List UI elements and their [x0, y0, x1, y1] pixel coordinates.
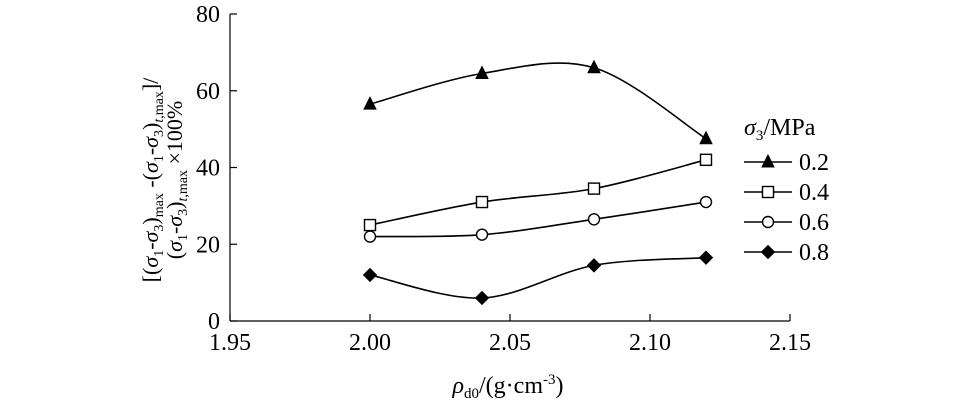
- legend-entry: 0.4: [744, 180, 829, 206]
- series-line: [369, 62, 707, 140]
- legend-marker: [761, 153, 775, 168]
- y-tick-label: 0: [208, 309, 220, 335]
- y-tick-label: 40: [196, 156, 220, 182]
- data-point: [587, 182, 601, 195]
- x-ticks: 1.95 2.00 2.05 2.10 2.15: [209, 314, 811, 356]
- data-point: [475, 228, 489, 241]
- legend-marker: [761, 185, 775, 199]
- series-line: [369, 159, 707, 226]
- axes: [229, 14, 790, 322]
- x-axis-label: ρd0/(g·cm-3): [451, 372, 563, 402]
- data-point: [475, 195, 489, 209]
- legend-marker: [761, 215, 775, 229]
- data-point: [699, 130, 713, 145]
- series-circle: [363, 195, 713, 243]
- x-tick-label: 1.95: [209, 330, 251, 356]
- y-tick-label: 20: [196, 232, 220, 258]
- legend-entry: 0.8: [744, 240, 829, 266]
- legend-marker: [760, 244, 776, 260]
- data-point: [363, 96, 377, 110]
- series-line: [369, 256, 707, 299]
- data-point: [699, 153, 713, 167]
- data-point: [587, 213, 601, 226]
- legend-label: 0.8: [799, 240, 829, 266]
- y-axis-label: [(σ1-σ3)max -(σ1-σ3)t,max]/ (σ1-σ3)t,max…: [138, 77, 191, 282]
- data-point: [362, 267, 378, 283]
- series-triangle: [363, 59, 713, 145]
- svg-text:[(σ1-σ3)max -(σ1-σ3)t,max]/: [(σ1-σ3)max -(σ1-σ3)t,max]/: [138, 77, 167, 282]
- x-tick-label: 2.15: [769, 330, 811, 356]
- data-point: [363, 218, 377, 232]
- data-point: [587, 59, 601, 74]
- legend: σ3/MPa 0.2 0.4 0.6 0.8: [744, 115, 829, 266]
- data-point: [363, 230, 377, 243]
- x-tick-label: 2.00: [349, 330, 391, 356]
- y-tick-label: 80: [196, 2, 220, 28]
- legend-label: 0.2: [799, 150, 829, 176]
- data-point: [474, 290, 490, 306]
- data-point: [586, 258, 602, 273]
- legend-label: 0.6: [799, 210, 829, 236]
- legend-entry: 0.6: [744, 210, 829, 236]
- data-point: [475, 65, 489, 79]
- y-ticks: 0 20 40 60 80: [196, 2, 237, 335]
- series-line: [369, 201, 707, 238]
- legend-label: 0.4: [799, 180, 829, 206]
- x-tick-label: 2.05: [489, 330, 531, 356]
- svg-text:(σ1-σ3)t,max ×100%: (σ1-σ3)t,max ×100%: [162, 101, 191, 259]
- legend-title: σ3/MPa: [744, 115, 816, 144]
- series-square: [363, 153, 713, 232]
- legend-entry: 0.2: [744, 150, 829, 176]
- y-tick-label: 60: [196, 79, 220, 105]
- x-tick-label: 2.10: [629, 330, 671, 356]
- data-point: [698, 250, 714, 265]
- data-point: [699, 195, 713, 209]
- series-group: [362, 59, 714, 306]
- series-diamond: [362, 250, 714, 306]
